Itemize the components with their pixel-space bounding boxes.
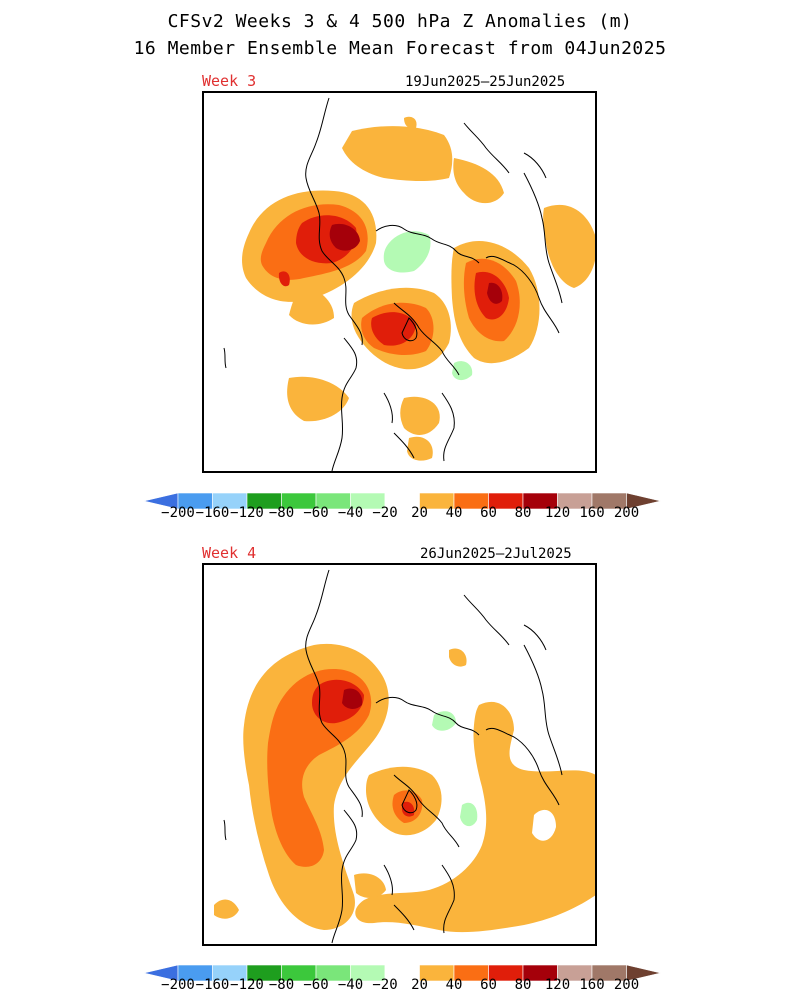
colorbar-tick-label: −160 (195, 977, 230, 993)
colorbar-tick-label: 80 (514, 505, 532, 521)
colorbar-tick-label: −40 (337, 505, 364, 521)
colorbar-tick-label: 40 (445, 977, 463, 993)
colorbar-tick-label: 20 (411, 505, 428, 521)
colorbar-tick-label: 200 (613, 505, 640, 521)
week3-coastlines (223, 97, 563, 471)
colorbar-tick-label: −80 (268, 977, 295, 993)
week3-map (202, 91, 597, 473)
colorbar-tick-label: −40 (337, 977, 364, 993)
week4-date-range: 26Jun2025—2Jul2025 (420, 546, 572, 562)
colorbar-tick-label: 120 (544, 977, 571, 993)
week4-white-holes (532, 809, 556, 841)
colorbar-tick-label: −120 (230, 505, 264, 521)
colorbar-swatch (626, 492, 661, 510)
colorbar-week3: −200 −160 −120 −80 −60 −40 −20 20 40 60 80 120 160 20… (0, 490, 800, 530)
week4-coastlines (223, 569, 563, 944)
week3-anomaly-20-40 (242, 116, 595, 461)
colorbar-tick-label: −20 (372, 505, 398, 521)
chart-subtitle: 16 Member Ensemble Mean Forecast from 04… (133, 38, 667, 59)
colorbar-swatch (626, 964, 661, 982)
colorbar-tick-label: −60 (303, 505, 329, 521)
week4-anomaly-neg-20-40 (432, 711, 478, 827)
colorbar-tick-label: 40 (445, 505, 463, 521)
colorbar-tick-label: −80 (268, 505, 295, 521)
week3-anomaly-80-120 (329, 223, 503, 304)
week4-map (202, 563, 597, 946)
week3-label: Week 3 (202, 72, 257, 90)
week4-anomaly-80-120 (342, 688, 363, 709)
colorbar-week4-labels: −200 −160 −120 −80 −60 −40 −20 20 40 60 80 120 160 20… (0, 977, 800, 995)
colorbar-tick-label: −160 (195, 505, 230, 521)
colorbar-tick-label: 160 (579, 977, 605, 993)
colorbar-tick-label: −20 (372, 977, 398, 993)
colorbar-tick-label: −60 (303, 977, 329, 993)
colorbar-tick-label: 80 (514, 977, 532, 993)
week3-anomaly-neg-20-40 (383, 231, 473, 381)
colorbar-tick-label: −200 (161, 977, 195, 993)
colorbar-tick-label: −120 (230, 977, 264, 993)
chart-title: CFSv2 Weeks 3 & 4 500 hPa Z Anomalies (m… (167, 11, 633, 32)
colorbar-week3-swatches (143, 492, 661, 510)
colorbar-tick-label: 160 (579, 505, 605, 521)
colorbar-week4: −200 −160 −120 −80 −60 −40 −20 20 40 60 80 120 160 20… (0, 962, 800, 1002)
colorbar-week3-labels: −200 −160 −120 −80 −60 −40 −20 20 40 60 80 120 160 20… (0, 505, 800, 523)
colorbar-tick-label: 60 (480, 505, 497, 521)
colorbar-week4-swatches (143, 964, 661, 982)
week4-label: Week 4 (202, 544, 257, 562)
colorbar-tick-label: 120 (544, 505, 571, 521)
colorbar-tick-label: 200 (613, 977, 640, 993)
week3-date-range: 19Jun2025–25Jun2025 (405, 74, 566, 90)
colorbar-tick-label: −200 (161, 505, 195, 521)
colorbar-tick-label: 20 (411, 977, 428, 993)
colorbar-tick-label: 60 (480, 977, 497, 993)
